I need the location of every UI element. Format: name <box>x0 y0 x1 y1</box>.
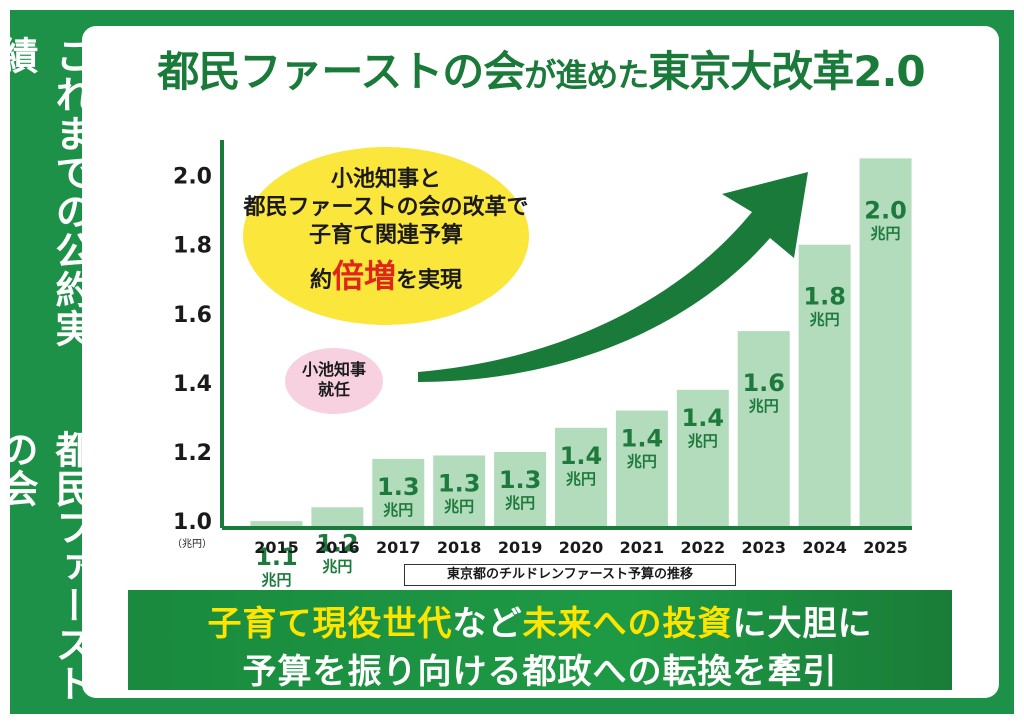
unit-label-2017: 兆円 <box>383 501 413 519</box>
value-label-2020: 1.4 <box>560 442 603 470</box>
bar-2025 <box>859 158 912 528</box>
bar-2015 <box>250 521 303 528</box>
bar-2021 <box>615 410 668 528</box>
unit-label-2025: 兆円 <box>871 224 901 242</box>
bottom-banner: 子育て現役世代など未来への投資に大胆に 予算を振り向ける都政への転換を牽引 <box>128 590 952 692</box>
value-label-2019: 1.3 <box>499 466 542 494</box>
x-tick-2021: 2021 <box>620 538 665 557</box>
bar-2020 <box>555 427 607 528</box>
value-label-2021: 1.4 <box>621 425 664 453</box>
bubble-achieved: を実現 <box>396 268 463 293</box>
y-tick-1.0: 1.0 <box>173 510 212 535</box>
governor-line-2: 就任 <box>317 380 350 399</box>
chart-caption: 東京都のチルドレンファースト予算の推移 <box>404 564 736 586</box>
title-part-2: が進めた <box>524 56 649 94</box>
unit-label-2019: 兆円 <box>505 494 535 512</box>
value-label-2025: 2.0 <box>864 196 907 224</box>
bubble-line-2: 都民ファーストの会の改革で <box>243 195 529 220</box>
x-tick-2023: 2023 <box>741 538 786 557</box>
growth-arrow <box>418 172 808 382</box>
value-label-2018: 1.3 <box>438 469 481 497</box>
x-tick-2018: 2018 <box>437 538 482 557</box>
banner-text-1: など <box>452 604 523 644</box>
bar-2019 <box>494 452 547 528</box>
bubble-line-1: 小池知事と <box>330 167 441 192</box>
page-title: 都民ファーストの会が進めた東京大改革2.0 <box>96 38 986 99</box>
x-tick-2017: 2017 <box>376 538 421 557</box>
y-tick-1.2: 1.2 <box>173 441 212 466</box>
bar-2018 <box>433 455 486 528</box>
y-tick-1.8: 1.8 <box>173 234 212 259</box>
headline-bubble: 小池知事と 都民ファーストの会の改革で 子育て関連予算 約倍増を実現 <box>243 147 529 325</box>
x-tick-2019: 2019 <box>498 538 543 557</box>
value-label-2017: 1.3 <box>377 473 420 501</box>
x-tick-2016: 2016 <box>315 538 360 557</box>
unit-label-2024: 兆円 <box>810 311 840 329</box>
y-tick-1.6: 1.6 <box>173 303 212 328</box>
x-tick-2024: 2024 <box>802 538 847 557</box>
bar-2023 <box>737 331 790 528</box>
x-tick-2022: 2022 <box>681 538 726 557</box>
banner-line-2: 予算を振り向ける都政への転換を牽引 <box>242 652 838 692</box>
bubble-line-3: 子育て関連予算 <box>308 223 463 248</box>
governor-line-1: 小池知事 <box>301 360 366 379</box>
governor-bubble: 小池知事 就任 <box>285 348 383 414</box>
unit-label-2015: 兆円 <box>261 571 291 589</box>
unit-label-2018: 兆円 <box>444 497 474 515</box>
value-label-2015: 1.1 <box>255 543 298 571</box>
y-axis-unit-label: （兆円） <box>172 538 212 550</box>
x-tick-2025: 2025 <box>863 538 908 557</box>
value-label-2016: 1.2 <box>316 529 359 557</box>
bar-2024 <box>798 244 851 528</box>
bubble-double: 倍増 <box>331 257 396 295</box>
x-tick-2015: 2015 <box>254 538 299 557</box>
y-tick-1.4: 1.4 <box>173 372 212 397</box>
bar-2017 <box>372 458 425 528</box>
title-part-1: 都民ファーストの会 <box>157 47 525 96</box>
bubble-approx: 約 <box>309 268 332 293</box>
title-part-3: 東京大改革2.0 <box>648 47 925 96</box>
banner-highlight-2: 未来への投資 <box>522 604 733 644</box>
value-label-2024: 1.8 <box>803 283 846 311</box>
banner-line-1: 子育て現役世代など未来への投資に大胆に <box>128 596 952 645</box>
value-label-2023: 1.6 <box>742 369 785 397</box>
x-tick-2020: 2020 <box>559 538 604 557</box>
unit-label-2020: 兆円 <box>566 470 596 488</box>
bar-2022 <box>676 389 729 528</box>
bubble-line-4: 約倍増を実現 <box>243 251 529 297</box>
unit-label-2022: 兆円 <box>688 432 718 450</box>
y-tick-2.0: 2.0 <box>173 165 212 190</box>
banner-text-2: に大胆に <box>732 604 873 644</box>
unit-label-2023: 兆円 <box>749 397 779 415</box>
unit-label-2021: 兆円 <box>627 453 657 471</box>
banner-highlight-1: 子育て現役世代 <box>207 604 453 644</box>
value-label-2022: 1.4 <box>682 404 725 432</box>
bar-2016 <box>311 507 364 528</box>
unit-label-2016: 兆円 <box>322 557 352 575</box>
